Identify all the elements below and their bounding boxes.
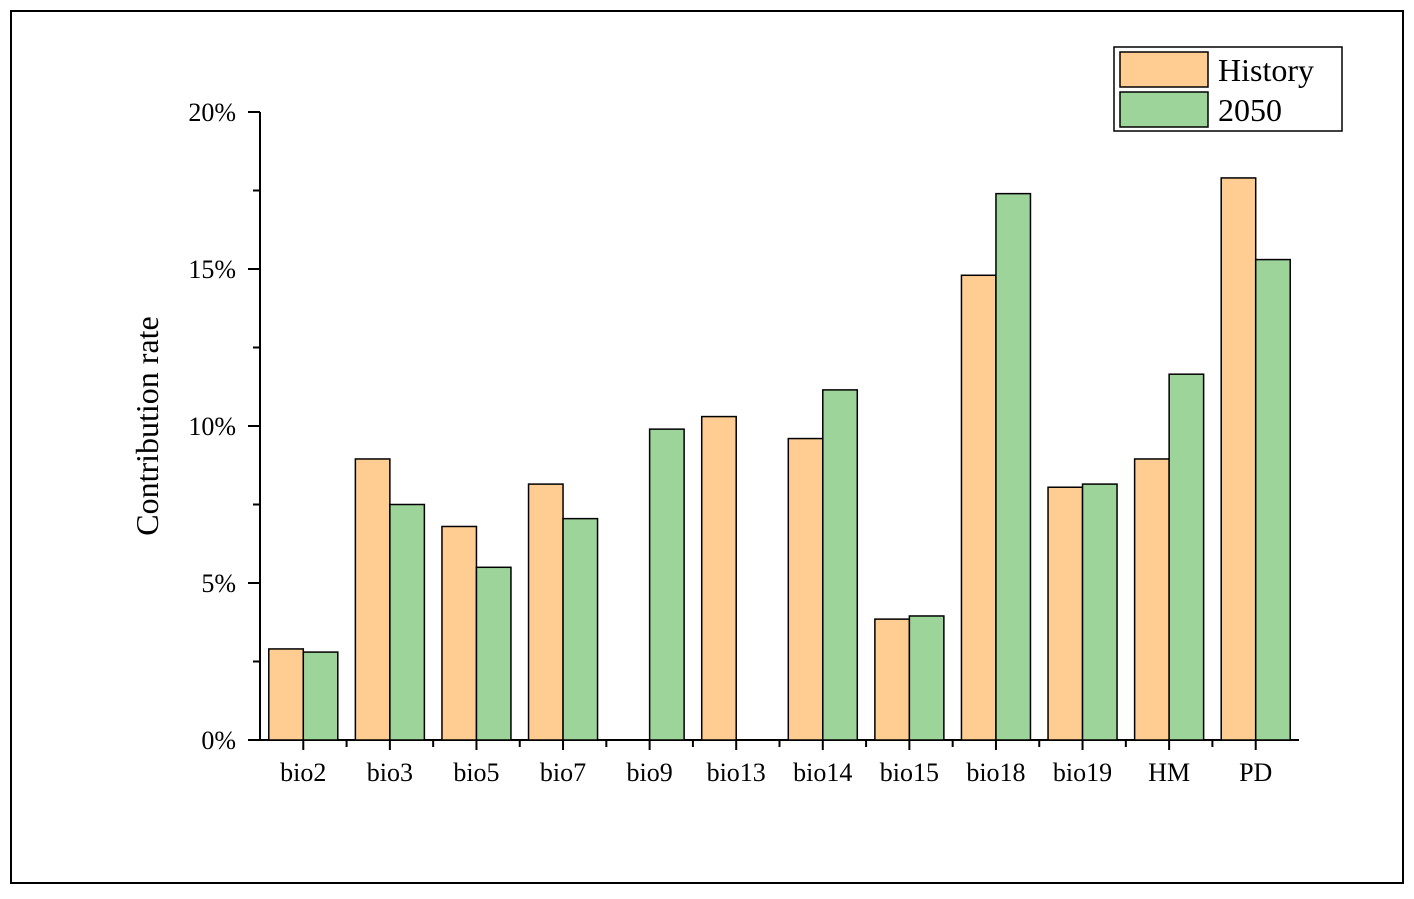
legend-swatch — [1119, 51, 1209, 88]
bar-history-bio19 — [1047, 486, 1084, 741]
bars — [268, 177, 1291, 741]
x-tick-label: bio7 — [540, 758, 586, 787]
bar-history-bio13 — [700, 415, 737, 741]
bar-history-HM — [1133, 458, 1170, 741]
legend: History 2050 — [1113, 46, 1343, 132]
bar-y2050-bio7 — [562, 517, 599, 741]
bar-history-bio2 — [268, 648, 305, 741]
bar-y2050-bio5 — [475, 566, 512, 741]
figure-border — [10, 10, 1404, 884]
bar-y2050-bio19 — [1081, 483, 1118, 741]
x-tick-label: bio15 — [880, 758, 939, 787]
bar-history-bio18 — [960, 274, 997, 741]
x-tick-label: bio18 — [966, 758, 1025, 787]
legend-label: History — [1218, 52, 1314, 88]
bar-y2050-bio2 — [302, 651, 339, 741]
x-tick-label: bio9 — [627, 758, 673, 787]
y-tick-label: 10% — [188, 412, 236, 441]
bar-history-bio14 — [787, 437, 824, 741]
x-tick-label: bio19 — [1053, 758, 1112, 787]
bar-history-bio3 — [354, 458, 391, 741]
x-tick-label: bio3 — [367, 758, 413, 787]
bar-history-bio7 — [527, 483, 564, 741]
x-tick-label: bio14 — [793, 758, 852, 787]
y-tick-label: 5% — [201, 569, 236, 598]
bar-y2050-bio18 — [995, 192, 1032, 741]
bar-y2050-HM — [1168, 373, 1205, 741]
bar-history-bio5 — [441, 525, 478, 741]
x-tick-label: PD — [1239, 758, 1272, 787]
bar-history-PD — [1220, 177, 1257, 741]
bar-y2050-bio3 — [389, 503, 426, 741]
y-tick-label: 15% — [188, 255, 236, 284]
y-axis-title: Contribution rate — [129, 316, 165, 536]
bar-y2050-bio15 — [908, 615, 945, 741]
y-tick-label: 0% — [201, 726, 236, 755]
bar-y2050-bio14 — [822, 389, 859, 741]
x-tick-label: bio5 — [453, 758, 499, 787]
bar-y2050-PD — [1254, 258, 1291, 741]
legend-label: 2050 — [1218, 92, 1282, 128]
bar-y2050-bio9 — [648, 428, 685, 741]
x-tick-label: bio13 — [707, 758, 766, 787]
axis-labels: 0% 5% 10% 15% 20% bio2 bio3 bio5 bio7 bio9 bio13 bi… — [129, 98, 1272, 787]
x-tick-label: bio2 — [280, 758, 326, 787]
x-tick-label: HM — [1148, 758, 1190, 787]
axes — [248, 111, 1299, 750]
y-tick-label: 20% — [188, 98, 236, 127]
legend-swatch — [1119, 91, 1209, 128]
bar-history-bio15 — [874, 618, 911, 741]
